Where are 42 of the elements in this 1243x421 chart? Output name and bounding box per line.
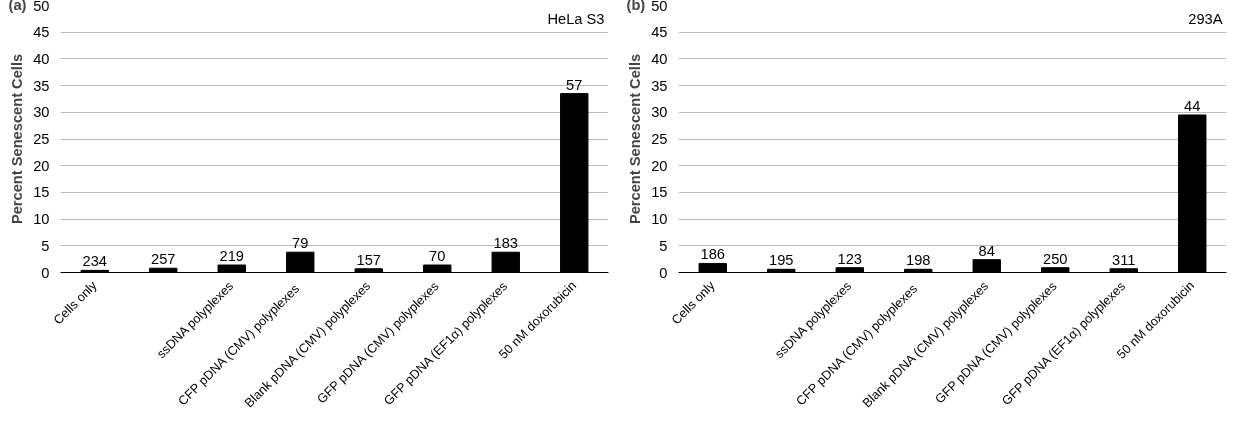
- annotation: 195: [769, 252, 794, 269]
- y-tick-label: 35: [33, 77, 50, 94]
- y-tick-label: 25: [651, 131, 668, 147]
- y-tick-label: 50: [33, 0, 50, 14]
- y-tick-label: 35: [651, 77, 668, 94]
- y-tick-label: 15: [651, 184, 668, 201]
- annotation: 186: [700, 246, 725, 263]
- annotation: 123: [837, 250, 862, 267]
- y-tick-label: 40: [651, 50, 668, 67]
- y-tick-label: 20: [651, 157, 668, 174]
- annotation: 79: [292, 235, 309, 252]
- y-tick-label: 10: [651, 211, 668, 228]
- y-tick-label: 25: [33, 131, 50, 147]
- annotation: HeLa S3: [547, 10, 605, 27]
- annotation: 198: [906, 252, 931, 269]
- y-axis-title: Percent Senescent Cells: [627, 53, 644, 225]
- y-tick-label: 5: [659, 237, 668, 254]
- annotation: 311: [1112, 251, 1136, 268]
- y-tick-label: 0: [41, 264, 50, 281]
- y-tick-label: 10: [33, 211, 50, 228]
- annotation: 234: [82, 253, 107, 270]
- annotation: 257: [151, 251, 176, 268]
- y-tick-label: 50: [651, 0, 668, 14]
- y-tick-label: 20: [33, 157, 50, 174]
- y-tick-label: 15: [33, 184, 50, 201]
- y-axis-title: Percent Senescent Cells: [9, 53, 26, 225]
- y-tick-label: 40: [33, 50, 50, 67]
- y-tick-label: 30: [651, 104, 668, 121]
- y-tick-label: 45: [651, 24, 668, 41]
- annotation: 219: [219, 248, 244, 265]
- annotation: 157: [356, 251, 381, 268]
- y-tick-label: 0: [659, 264, 668, 281]
- annotation: 183: [493, 235, 518, 252]
- y-tick-label: 30: [33, 104, 50, 121]
- annotation: 70: [429, 248, 446, 265]
- annotation: 293A: [1188, 10, 1223, 27]
- annotation: 84: [978, 242, 995, 259]
- annotation: 250: [1043, 250, 1068, 267]
- annotation: 44: [1184, 97, 1201, 114]
- y-tick-label: 5: [41, 237, 50, 254]
- annotation: 57: [566, 76, 583, 93]
- y-tick-label: 45: [33, 24, 50, 41]
